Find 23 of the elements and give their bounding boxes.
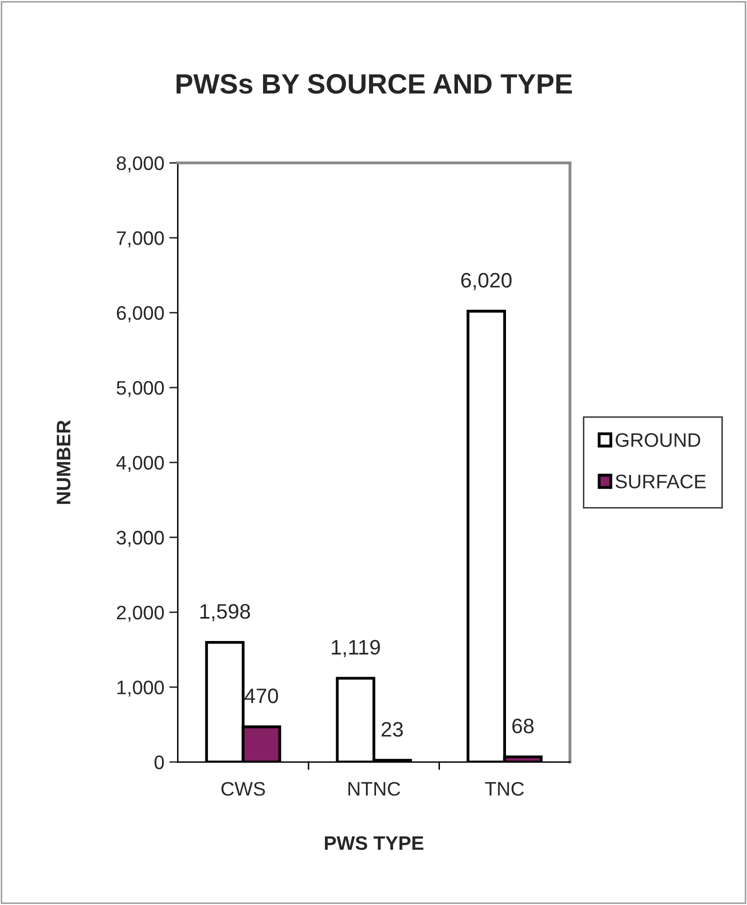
x-tick-label: TNC (485, 782, 524, 796)
y-tick-label: 7,000 (116, 231, 164, 248)
chart-title: PWSs BY SOURCE AND TYPE (176, 74, 572, 94)
y-tick-label: 2,000 (116, 606, 164, 622)
data-label: 68 (512, 718, 534, 734)
x-tick-label: CWS (221, 782, 265, 796)
legend-label: GROUND (616, 433, 700, 447)
legend-label: SURFACE (616, 474, 706, 488)
y-tick-label: 5,000 (116, 381, 164, 398)
data-label: 1,598 (200, 604, 250, 622)
y-tick-label: 6,000 (116, 306, 164, 322)
x-tick-label: NTNC (348, 782, 400, 796)
data-label: 1,119 (332, 640, 380, 658)
y-tick-label: 8,000 (116, 156, 164, 172)
y-tick-label: 3,000 (116, 530, 164, 547)
y-tick-label: 1,000 (117, 680, 164, 697)
data-label: 470 (244, 688, 278, 704)
y-tick-label: 4,000 (116, 456, 164, 472)
y-axis-title: NUMBER (56, 420, 70, 504)
data-label: 6,020 (461, 272, 512, 290)
y-tick-label: 0 (154, 755, 164, 770)
x-axis-title: PWS TYPE (324, 836, 424, 850)
data-label: 23 (382, 722, 403, 737)
